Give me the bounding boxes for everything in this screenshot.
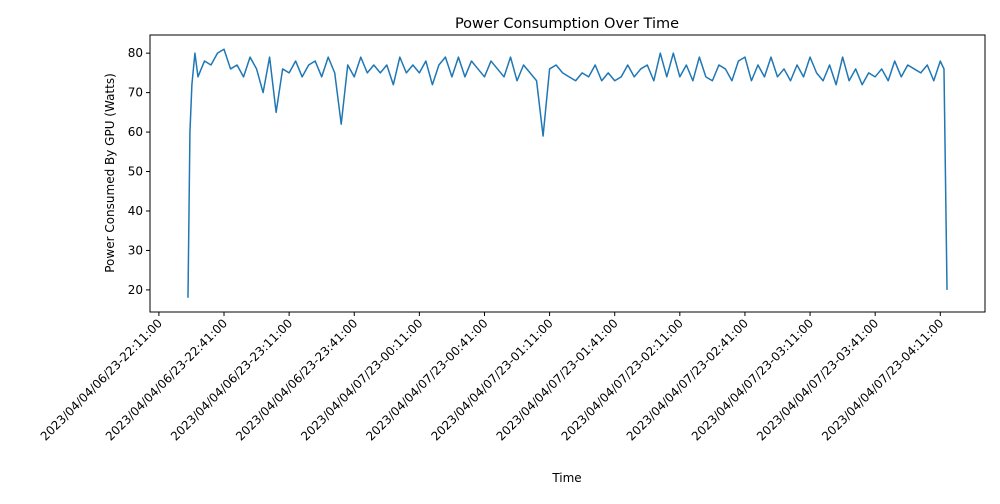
x-tick-label: 2023/04/04/07/23-02:41:00 bbox=[624, 316, 751, 443]
y-tick-label: 20 bbox=[128, 283, 143, 297]
chart-title: Power Consumption Over Time bbox=[455, 16, 679, 32]
y-tick-label: 50 bbox=[128, 165, 143, 179]
data-line bbox=[187, 48, 948, 298]
x-tick-label: 2023/04/04/06/23-22:11:00 bbox=[38, 316, 165, 443]
x-tick-label: 2023/04/04/06/23-23:41:00 bbox=[233, 316, 360, 443]
y-tick-label: 70 bbox=[128, 86, 143, 100]
y-tick-label: 30 bbox=[128, 243, 143, 257]
x-tick-label: 2023/04/04/06/23-22:41:00 bbox=[103, 316, 230, 443]
x-axis-label: Time bbox=[551, 471, 581, 485]
x-tick-label: 2023/04/04/07/23-02:11:00 bbox=[559, 316, 686, 443]
x-tick-label: 2023/04/04/07/23-01:41:00 bbox=[494, 316, 621, 443]
x-tick-label: 2023/04/04/07/23-00:11:00 bbox=[298, 316, 425, 443]
x-tick-label: 2023/04/04/07/23-01:11:00 bbox=[428, 316, 555, 443]
y-tick-label: 40 bbox=[128, 204, 143, 218]
y-tick-label: 60 bbox=[128, 125, 143, 139]
x-tick-label: 2023/04/04/07/23-03:11:00 bbox=[689, 316, 816, 443]
plot-frame bbox=[149, 34, 986, 313]
x-tick-label: 2023/04/04/07/23-04:11:00 bbox=[819, 316, 946, 443]
x-tick-label: 2023/04/04/07/23-03:41:00 bbox=[754, 316, 881, 443]
x-tick-label: 2023/04/04/06/23-23:11:00 bbox=[168, 316, 295, 443]
y-tick-label: 80 bbox=[128, 46, 143, 60]
x-tick-label: 2023/04/04/07/23-00:41:00 bbox=[363, 316, 490, 443]
y-axis-label: Power Consumed By GPU (Watts) bbox=[103, 73, 117, 273]
